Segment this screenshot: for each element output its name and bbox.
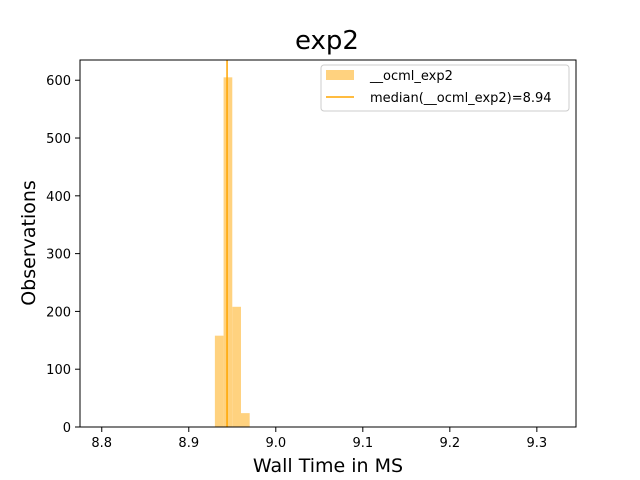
x-tick-label: 9.3 [526,436,547,451]
chart-title: exp2 [295,26,359,56]
legend-label-histogram: __ocml_exp2 [369,69,453,84]
y-axis-label: Observations [18,180,40,306]
y-tick-label: 200 [46,305,71,320]
histogram-bars [214,77,250,427]
y-axis-ticks: 0 100 200 300 400 500 600 [46,74,80,436]
x-axis-ticks: 8.8 8.9 9.0 9.1 9.2 9.3 [91,427,547,451]
y-tick-label: 600 [46,74,71,89]
legend: __ocml_exp2 median(__ocml_exp2)=8.94 [320,64,570,112]
y-tick-label: 0 [63,421,71,436]
legend-label-median: median(__ocml_exp2)=8.94 [370,91,552,106]
y-tick-label: 500 [46,132,71,147]
x-tick-label: 9.0 [265,436,286,451]
x-tick-label: 9.1 [352,436,373,451]
histogram-bar-0 [214,335,224,427]
histogram-bar-2 [232,306,241,427]
x-tick-label: 8.8 [91,436,112,451]
legend-swatch-histogram [326,70,354,80]
histogram-bar-1 [223,77,233,427]
x-axis-label: Wall Time in MS [253,455,403,477]
x-tick-label: 9.2 [439,436,460,451]
legend-box [320,64,570,112]
y-tick-label: 300 [46,248,71,263]
y-tick-label: 100 [46,363,71,378]
x-tick-label: 8.9 [178,436,199,451]
plot-frame [79,59,577,428]
y-tick-label: 400 [46,190,71,205]
histogram-bar-3 [240,413,250,427]
